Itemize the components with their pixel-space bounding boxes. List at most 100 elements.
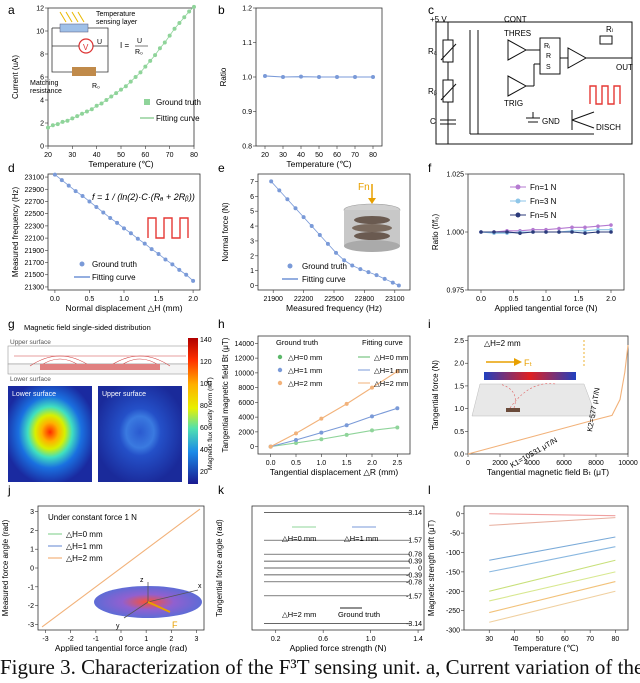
point-h-1-4 <box>370 414 374 419</box>
k-level-label-3: 0.39 <box>408 559 422 566</box>
xlabel-d: Normal displacement △H (mm) <box>65 303 182 313</box>
legend-e-fitting: Fitting curve <box>302 275 346 284</box>
xtick-label-h-3: 1.5 <box>342 460 352 467</box>
ytick-label-d-4: 22300 <box>25 223 45 230</box>
point-a-0-2 <box>55 122 60 127</box>
label-c: C <box>430 117 436 126</box>
point-h-0-2 <box>319 437 324 442</box>
legend-f-5: Fn=5 N <box>530 211 557 220</box>
xlabel-f: Applied tangential force (N) <box>494 303 597 313</box>
ytick-label-i-4: 2.0 <box>454 361 464 368</box>
point-a-0-11 <box>99 101 104 106</box>
point-a-0-4 <box>65 118 70 123</box>
h-legend-fit-0: △H=0 mm <box>374 353 408 362</box>
i-magnet-bar <box>484 372 576 380</box>
panel-letter-d: d <box>8 161 15 175</box>
xtick-label-k-3: 1.4 <box>413 636 423 643</box>
xlabel-b: Temperature (℃) <box>286 159 351 169</box>
xtick-label-i-3: 6000 <box>556 460 572 467</box>
ytick-label-i-5: 2.5 <box>454 338 464 345</box>
xtick-label-f-2: 1.0 <box>541 296 551 303</box>
point-b-0-4 <box>335 75 339 79</box>
point-b-0-3 <box>317 75 321 79</box>
point-e-0-4 <box>301 215 306 220</box>
k-level-label-0: 3.14 <box>408 510 422 517</box>
point-d-0-17 <box>170 262 175 267</box>
panel-letter-e: e <box>218 161 225 175</box>
k-label-3: Ground truth <box>338 610 380 619</box>
sensing-layer-label: Temperature <box>96 11 135 18</box>
j-legend-0: △H=0 mm <box>66 530 103 539</box>
panel-i-illustration: △H=2 mm Fₜ K2=577 μT/N K1=10531 μT/N <box>471 339 602 470</box>
label-vplus: +5 V <box>430 15 447 24</box>
fn-label: Fn <box>358 182 370 193</box>
xtick-label-f-3: 1.5 <box>574 296 584 303</box>
ytick-label-j-1: -2 <box>28 603 34 610</box>
xtick-label-e-3: 22800 <box>355 296 375 303</box>
legend-a-ground-truth: Ground truth <box>156 98 201 107</box>
series-line-h-2 <box>270 370 398 448</box>
xtick-label-a-3: 50 <box>117 152 125 159</box>
panel-f-legend: Fn=1 N Fn=3 N Fn=5 N <box>510 183 557 220</box>
point-d-0-16 <box>163 257 168 262</box>
upper-surface-title: Upper surface <box>102 391 146 398</box>
ytick-label-h-6: 12000 <box>235 356 255 363</box>
point-d-0-12 <box>135 236 140 241</box>
ylabel-k: Tangential force angle (rad) <box>215 519 224 617</box>
k-level-label-6: -0.78 <box>406 579 422 586</box>
k-label-1: △H=1 mm <box>344 534 378 543</box>
ytick-label-e-2: 2 <box>250 253 254 260</box>
axes-frame-k <box>251 505 425 631</box>
point-e-0-1 <box>277 188 282 193</box>
ytick-label-d-5: 22100 <box>25 236 45 243</box>
ytick-label-e-6: 6 <box>250 194 254 201</box>
cbar-tick-40: 40 <box>200 447 208 454</box>
point-a-0-1 <box>50 123 55 128</box>
point-d-0-3 <box>73 189 78 194</box>
axes-frame-i <box>467 335 629 455</box>
j-axis-z: z <box>140 577 144 584</box>
axes-frame-h <box>257 335 411 455</box>
panel-letter-f: f <box>428 161 432 175</box>
h-legend-title-gt: Ground truth <box>276 338 318 347</box>
point-a-0-25 <box>167 33 172 38</box>
ytick-label-l-6: -300 <box>446 628 460 635</box>
xtick-label-a-5: 70 <box>166 152 174 159</box>
point-f-2-7 <box>570 230 574 234</box>
label-disch: DISCH <box>596 123 621 132</box>
magnet-slice <box>40 364 160 370</box>
series-line-l-7 <box>489 590 616 623</box>
g-upper-label: Upper surface <box>10 339 51 346</box>
point-f-2-3 <box>518 231 522 235</box>
axes-frame-l <box>463 505 629 631</box>
upper-surface-map <box>98 386 182 482</box>
j-axis-y: y <box>116 623 120 630</box>
point-d-0-4 <box>80 193 85 198</box>
ytick-label-j-6: 3 <box>30 509 34 516</box>
point-h-2-3 <box>344 401 349 406</box>
j-legend-1: △H=1 mm <box>66 542 103 551</box>
ylabel-e: Normal force (N) <box>221 202 230 261</box>
voltmeter-glyph: V <box>83 43 89 52</box>
formula-den: R₀ <box>135 49 143 56</box>
panel-letter-c: c <box>428 3 434 17</box>
label-out: OUT <box>616 63 633 72</box>
ylabel-f: Ratio (f/f₀) <box>431 214 440 251</box>
ytick-label-e-1: 1 <box>250 268 254 275</box>
series-line-l-6 <box>489 581 616 614</box>
label-ri: Rᵢ <box>544 43 550 50</box>
ytick-label-b-1: 0.9 <box>242 109 252 116</box>
ytick-label-d-1: 22900 <box>25 187 45 194</box>
cbar-tick-120: 120 <box>200 359 212 366</box>
legend-d-ground-truth: Ground truth <box>92 260 137 269</box>
point-e-0-9 <box>342 258 347 263</box>
series-line-l-2 <box>489 536 616 561</box>
label-r: R <box>546 53 551 60</box>
label-ra: Rₐ <box>428 47 438 56</box>
point-h-2-4 <box>370 385 374 390</box>
point-a-0-15 <box>119 87 123 92</box>
ytick-label-i-1: 0.5 <box>454 429 464 436</box>
xtick-label-k-0: 0.2 <box>271 636 281 643</box>
point-a-0-3 <box>60 119 65 124</box>
xtick-label-i-5: 10000 <box>618 460 638 467</box>
